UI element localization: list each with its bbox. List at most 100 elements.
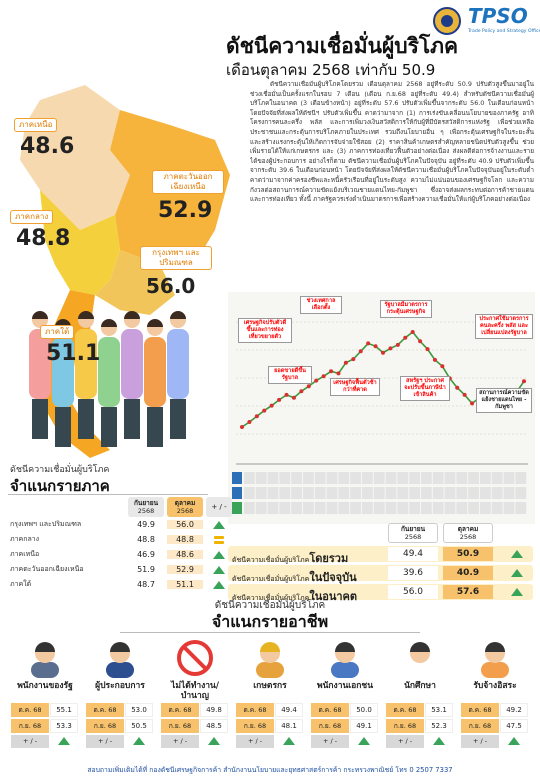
series-point (462, 392, 467, 397)
icon-hair (335, 642, 355, 652)
table-cell (279, 502, 291, 514)
column-header-year: 2568 (176, 507, 194, 515)
occupation-icon (177, 640, 213, 676)
region-value: 52.9 (158, 198, 213, 223)
table-cell (314, 502, 326, 514)
column-header-month: กันยายน (133, 499, 159, 507)
summary-value: 57.6 (443, 585, 493, 599)
table-rule (8, 494, 208, 495)
trend-icon (358, 737, 370, 745)
table-cell (456, 472, 468, 484)
series-point (306, 384, 311, 389)
column-header-month: กันยายน (400, 525, 426, 533)
series-point (366, 341, 371, 346)
trend-icon (511, 588, 523, 596)
summary-row: ดัชนีความเชื่อมั่นผู้บริโภคในอนาคต 56.0 57… (228, 584, 533, 603)
table-cell (326, 502, 338, 514)
occupation-change-label: + / - (236, 735, 274, 748)
column-header-year: 2568 (137, 507, 155, 515)
series-point (262, 408, 267, 413)
series-point (254, 414, 259, 419)
trend-icon (58, 737, 70, 745)
occupation-change-label: + / - (461, 735, 499, 748)
icon-hair (35, 642, 55, 652)
table-cell (468, 472, 479, 484)
occupation-name: นักศึกษา (404, 681, 436, 691)
occupation-icon (106, 642, 134, 678)
no-icon-slash (182, 645, 208, 671)
table-cell (421, 487, 432, 499)
region-label: ภาคใต้ (40, 325, 75, 339)
up-triangle (133, 737, 145, 745)
person-body (98, 337, 120, 407)
section-title: จำแนกรายอาชีพ (211, 612, 329, 631)
table-cell (350, 487, 361, 499)
table-cell (338, 502, 350, 514)
occupation-name: รับจ้างอิสระ (473, 681, 517, 691)
table-cell (385, 502, 397, 514)
summary-value: 40.9 (443, 566, 493, 580)
occupation-month: ก.ย. 68 (86, 719, 124, 733)
table-cell (279, 487, 291, 499)
table-cell (303, 472, 314, 484)
occupation-name: ไม่ได้ทำงาน/บำนาญ (171, 681, 219, 701)
occupation-value: 53.1 (425, 703, 453, 717)
icon-body (106, 662, 134, 678)
occupation-month: ก.ย. 68 (11, 719, 49, 733)
table-cell (338, 487, 350, 499)
summary-value: 49.4 (388, 547, 438, 561)
occupation-change-label: + / - (386, 735, 424, 748)
region-label: ภาคเหนือ (14, 118, 58, 132)
equal-bar (214, 541, 224, 544)
chart-annotation: เศรษฐกิจฟื้นตัวช้ากว่าที่คาด (330, 378, 380, 396)
summary-value: 50.9 (443, 547, 493, 561)
region-central (40, 190, 120, 295)
column-header: กันยายน 2568 (388, 523, 438, 543)
table-cell (385, 472, 397, 484)
up-triangle (213, 581, 225, 589)
table-cell (456, 502, 468, 514)
table-cell (244, 487, 255, 499)
row-value: 51.9 (137, 565, 155, 574)
up-triangle (283, 737, 295, 745)
table-cell (244, 502, 255, 514)
row-value: 51.1 (167, 580, 203, 589)
occupation-value: 49.8 (200, 703, 228, 717)
summary-label: ดัชนีความเชื่อมั่นผู้บริโภคในปัจจุบัน (232, 566, 357, 586)
series-point (373, 344, 378, 349)
series-point (410, 330, 415, 334)
series-point (358, 349, 363, 354)
trend-icon (511, 569, 523, 577)
occupation-icon (481, 642, 509, 678)
trend-icon (213, 521, 225, 529)
subtitle: เดือนตุลาคม 2568 เท่ากับ 50.9 (226, 61, 436, 79)
up-triangle (58, 737, 70, 745)
occupation-month: ต.ค. 68 (461, 703, 499, 717)
table-cell (468, 487, 479, 499)
person-hair (147, 319, 163, 327)
series-point (395, 342, 400, 347)
region-value: 48.6 (20, 134, 75, 159)
occupation-month: ต.ค. 68 (311, 703, 349, 717)
occupation-month: ต.ค. 68 (236, 703, 274, 717)
row-value: 46.9 (137, 550, 155, 559)
occupation-change-label: + / - (11, 735, 49, 748)
table-cell (255, 472, 267, 484)
person-body (121, 329, 143, 399)
section-rule (120, 632, 420, 633)
person-hair (124, 311, 140, 319)
footer: สอบถามเพิ่มเติมได้ที่ กองดัชนีเศรษฐกิจกา… (87, 766, 453, 774)
up-triangle (508, 737, 520, 745)
person-legs (124, 399, 140, 439)
trend-icon (213, 551, 225, 559)
occupation-value: 48.1 (275, 719, 303, 733)
section-title: จำแนกรายภาค (10, 477, 110, 495)
person-hair (101, 319, 117, 327)
person-body (144, 337, 166, 407)
table-cell (409, 487, 420, 499)
occupation-month: ต.ค. 68 (161, 703, 199, 717)
series-point (284, 392, 289, 397)
occupation-value: 50.0 (350, 703, 378, 717)
icon-hair (485, 642, 505, 652)
